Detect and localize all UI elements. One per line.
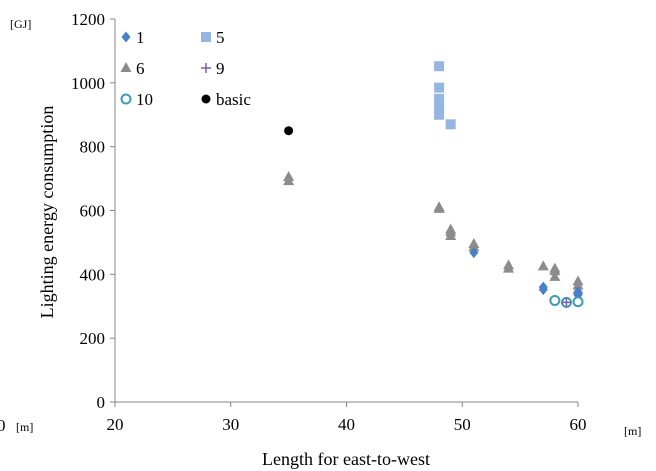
legend-label: 9 bbox=[216, 59, 225, 78]
x-tick-label: 60 bbox=[570, 415, 587, 434]
legend-item-6: 6 bbox=[120, 59, 145, 78]
legend: 1 5 6 9 10 basic bbox=[120, 28, 251, 109]
data-point bbox=[561, 297, 572, 308]
data-point bbox=[434, 103, 445, 114]
legend-item-1: 1 bbox=[121, 28, 145, 47]
legend-label: 1 bbox=[136, 28, 145, 47]
y-tick-label: 200 bbox=[80, 329, 106, 348]
legend-marker bbox=[120, 62, 132, 72]
y-tick-label: 400 bbox=[80, 265, 106, 284]
legend-marker bbox=[201, 32, 211, 42]
data-point bbox=[573, 286, 583, 298]
data-point bbox=[549, 265, 561, 276]
legend-label: basic bbox=[216, 90, 251, 109]
legend-marker bbox=[120, 93, 132, 105]
x-tick-label: 20 bbox=[107, 415, 124, 434]
axes bbox=[114, 19, 578, 403]
series-basic bbox=[284, 126, 294, 136]
data-point bbox=[284, 126, 294, 136]
series-5 bbox=[434, 61, 456, 130]
data-point bbox=[572, 296, 584, 308]
y-axis-title: Lighting energy consumption bbox=[37, 106, 57, 319]
legend-item-5: 5 bbox=[201, 28, 225, 47]
data-point bbox=[433, 202, 445, 213]
data-point bbox=[445, 230, 457, 241]
y-tick-label: 0 bbox=[97, 393, 106, 412]
legend-label: 10 bbox=[136, 90, 153, 109]
x-unit-label: [m] bbox=[624, 424, 641, 438]
data-point bbox=[283, 175, 295, 186]
legend-marker bbox=[201, 63, 211, 73]
y-tick-label: 800 bbox=[80, 138, 106, 157]
data-point bbox=[445, 119, 456, 130]
data-point bbox=[549, 295, 561, 307]
x-axis-title: Length for east-to-west bbox=[262, 449, 430, 469]
legend-label: 6 bbox=[136, 59, 145, 78]
legend-item-9: 9 bbox=[201, 59, 225, 78]
x-origin-unit-label: [m] bbox=[16, 420, 33, 434]
legend-marker bbox=[121, 31, 131, 43]
data-point bbox=[538, 281, 548, 293]
data-point bbox=[549, 270, 561, 281]
data-point bbox=[503, 262, 515, 273]
series-9 bbox=[561, 297, 572, 308]
x-origin-fragment: 0 bbox=[0, 416, 6, 435]
legend-label: 5 bbox=[216, 28, 225, 47]
x-tick-label: 40 bbox=[338, 415, 355, 434]
data-point bbox=[434, 109, 445, 120]
y-tick-label: 1200 bbox=[71, 10, 105, 29]
data-point bbox=[537, 260, 549, 271]
series-6 bbox=[283, 170, 584, 295]
y-tick-label: 600 bbox=[80, 202, 106, 221]
legend-item-10: 10 bbox=[120, 90, 153, 109]
data-point bbox=[469, 247, 479, 259]
data-point bbox=[434, 61, 445, 72]
data-point bbox=[468, 241, 480, 252]
y-tick-label: 1000 bbox=[71, 74, 105, 93]
legend-marker bbox=[201, 94, 211, 104]
x-tick-label: 50 bbox=[454, 415, 471, 434]
legend-item-basic: basic bbox=[201, 90, 251, 109]
data-point bbox=[434, 93, 445, 104]
y-unit-label: [GJ] bbox=[10, 17, 31, 31]
tick-labels: 0 200 400 600 800 1000 1200 20 30 40 50 60 bbox=[71, 10, 587, 434]
x-tick-label: 30 bbox=[222, 415, 239, 434]
tick-marks bbox=[110, 18, 579, 407]
data-point bbox=[434, 82, 445, 93]
data-points bbox=[283, 61, 584, 308]
